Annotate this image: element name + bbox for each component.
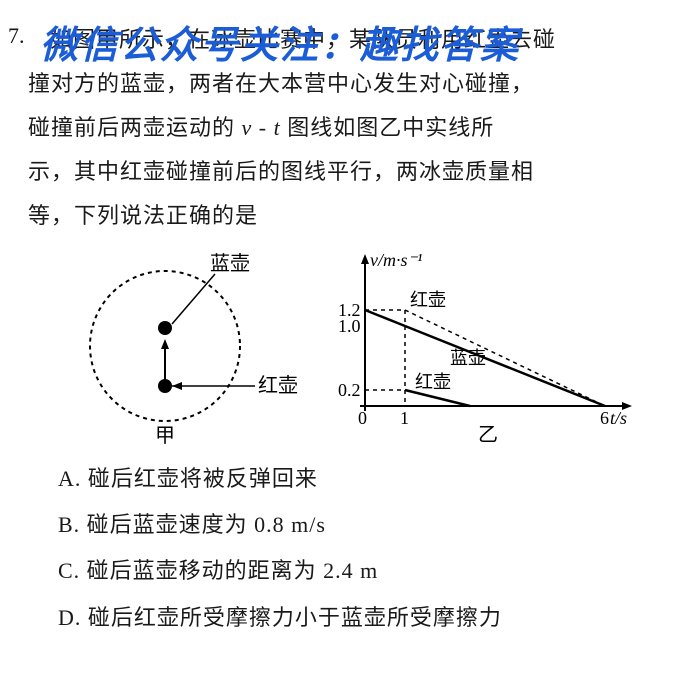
figure-jia: 蓝壶 红壶 甲 bbox=[60, 246, 300, 446]
label-red-bottom: 红壶 bbox=[415, 372, 451, 392]
var-t: t bbox=[274, 115, 281, 140]
xtick-1: 1 bbox=[400, 408, 409, 428]
label-yi: 乙 bbox=[478, 424, 498, 446]
xtick-6: 6 bbox=[600, 408, 609, 428]
options-block: A. 碰后红壶将被反弹回来 B. 碰后蓝壶速度为 0.8 m/s C. 碰后蓝壶… bbox=[28, 456, 672, 641]
label-jia: 甲 bbox=[155, 425, 175, 446]
var-v: v bbox=[242, 115, 253, 140]
ytick-1.0: 1.0 bbox=[338, 316, 361, 336]
stem-dash: - bbox=[252, 115, 273, 140]
question-number: 7. bbox=[8, 14, 25, 58]
y-axis-label: v/m·s⁻¹ bbox=[370, 250, 422, 270]
stem-l3a: 碰撞前后两壶运动的 bbox=[28, 115, 242, 140]
label-blue-mid: 蓝壶 bbox=[450, 348, 486, 368]
option-c: C. 碰后蓝壶移动的距离为 2.4 m bbox=[28, 548, 672, 594]
stem-l4: 示，其中红壶碰撞前后的图线平行，两冰壶质量相 bbox=[28, 159, 534, 184]
ytick-0.2: 0.2 bbox=[338, 380, 361, 400]
xtick-0: 0 bbox=[358, 408, 367, 428]
option-d: D. 碰后红壶所受摩擦力小于蓝壶所受摩擦力 bbox=[28, 595, 672, 641]
label-blue-stone: 蓝壶 bbox=[210, 252, 250, 275]
figure-row: 蓝壶 红壶 甲 1.2 1.0 0.2 0 1 6 v/m·s⁻¹ t/s bbox=[28, 246, 672, 446]
stem-l5: 等，下列说法正确的是 bbox=[28, 203, 258, 228]
watermark-overlay: 微信公众号关注：趣找答案 bbox=[40, 8, 520, 84]
label-red-stone: 红壶 bbox=[258, 374, 298, 397]
option-b: B. 碰后蓝壶速度为 0.8 m/s bbox=[28, 502, 672, 548]
stem-l3b: 图线如图乙中实线所 bbox=[281, 115, 495, 140]
x-axis-label: t/s bbox=[610, 408, 627, 428]
figure-yi: 1.2 1.0 0.2 0 1 6 v/m·s⁻¹ t/s 红壶 蓝壶 红壶 乙 bbox=[310, 246, 640, 446]
label-red-top: 红壶 bbox=[410, 290, 446, 310]
option-a: A. 碰后红壶将被反弹回来 bbox=[28, 456, 672, 502]
